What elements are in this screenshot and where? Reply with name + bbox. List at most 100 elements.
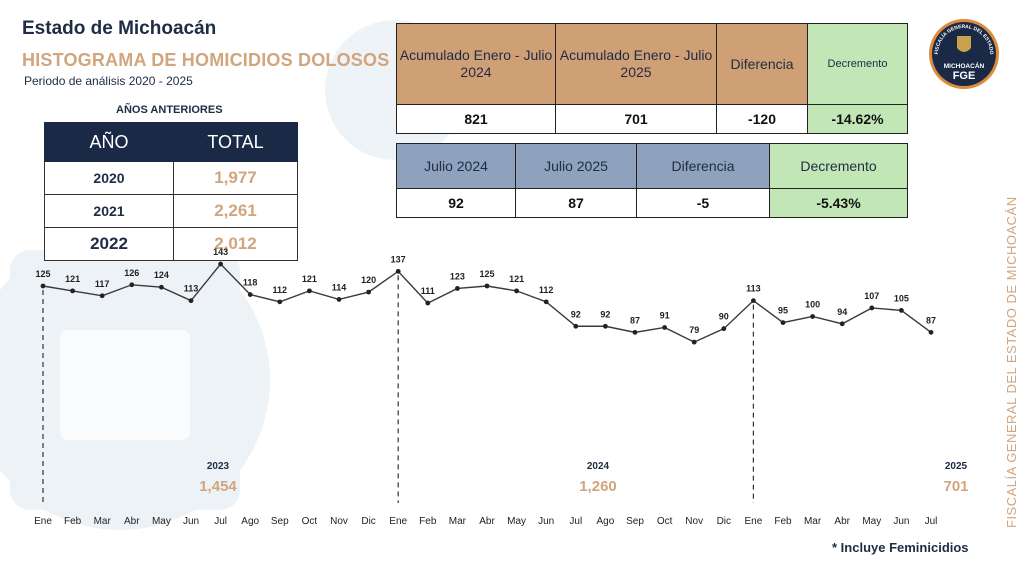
data-point — [307, 288, 312, 294]
month-tick-label: Nov — [685, 516, 703, 527]
data-label: 87 — [926, 315, 936, 325]
year-cell: 2020 — [44, 161, 174, 195]
jul-decrease-value: -5.43% — [769, 188, 908, 218]
total-cell: 1,977 — [173, 161, 298, 195]
total-cell: 2,261 — [173, 194, 298, 228]
data-label: 120 — [361, 275, 376, 285]
data-point — [70, 288, 75, 294]
month-tick-label: May — [507, 516, 526, 527]
data-label: 87 — [630, 315, 640, 325]
year-segment-total: 701 — [943, 478, 968, 495]
data-point — [247, 292, 253, 297]
data-label: 121 — [509, 274, 524, 284]
month-tick-label: Sep — [271, 516, 289, 527]
data-point — [751, 298, 756, 304]
data-label: 112 — [539, 285, 554, 295]
chart-subtitle: HISTOGRAMA DE HOMICIDIOS DOLOSOS — [22, 50, 390, 70]
data-label: 113 — [746, 284, 761, 294]
month-tick-label: Jun — [538, 516, 554, 527]
year-segment-label: 2023 — [207, 461, 230, 472]
table-row: 821 701 -120 -14.62% — [396, 104, 908, 134]
month-tick-label: Oct — [302, 516, 318, 527]
data-label: 105 — [894, 293, 909, 303]
data-label: 114 — [332, 282, 347, 292]
data-point — [99, 293, 105, 299]
data-label: 118 — [243, 278, 258, 288]
year-column-header: AÑO — [44, 122, 174, 162]
data-label: 91 — [660, 310, 670, 320]
year-cell: 2021 — [44, 194, 174, 228]
month-tick-label: Feb — [774, 516, 792, 527]
data-point — [159, 284, 164, 290]
table-row: 2022 2,012 — [44, 227, 298, 261]
total-column-header: TOTAL — [173, 122, 298, 162]
table-header-row: AÑO TOTAL — [44, 122, 298, 162]
data-point — [543, 299, 549, 305]
acc-decrease-value: -14.62% — [807, 104, 908, 134]
month-tick-label: Ago — [241, 516, 259, 527]
month-tick-label: Mar — [94, 516, 112, 527]
table-row: 92 87 -5 -5.43% — [396, 188, 908, 218]
month-tick-label: Abr — [834, 516, 850, 527]
data-point — [632, 329, 638, 335]
month-tick-label: Mar — [449, 516, 467, 527]
table-row: 2020 1,977 — [44, 161, 298, 195]
data-label: 125 — [479, 269, 494, 279]
year-cell: 2022 — [44, 227, 174, 261]
footnote: * Incluye Feminicidios — [832, 540, 969, 555]
data-label: 111 — [421, 286, 435, 296]
data-point — [780, 320, 786, 325]
month-tick-label: Jul — [569, 516, 582, 527]
acc-difference-value: -120 — [716, 104, 808, 134]
data-point — [810, 314, 815, 319]
data-point — [691, 339, 697, 345]
month-tick-label: Sep — [626, 516, 644, 527]
month-tick-label: Dic — [717, 516, 731, 527]
data-label: 123 — [450, 271, 465, 281]
data-point — [899, 308, 904, 313]
data-point — [336, 297, 342, 302]
previous-years-caption: AÑOS ANTERIORES — [116, 104, 223, 116]
data-point — [40, 283, 46, 289]
data-label: 112 — [273, 285, 288, 295]
data-label: 117 — [95, 279, 110, 289]
jul-2024-value: 92 — [396, 188, 516, 218]
year-segment-total: 1,260 — [579, 478, 617, 495]
month-tick-label: Nov — [330, 516, 348, 527]
month-tick-label: Abr — [479, 516, 495, 527]
data-label: 107 — [864, 291, 879, 301]
july-comparison-table: Julio 2024 Julio 2025 Diferencia Decreme… — [396, 143, 908, 218]
data-label: 137 — [391, 254, 406, 264]
total-cell: 2,012 — [173, 227, 298, 261]
data-label: 113 — [184, 284, 199, 294]
previous-years-table: AÑO TOTAL 2020 1,977 2021 2,261 2022 2,0… — [44, 122, 298, 261]
data-point — [277, 299, 283, 305]
data-label: 90 — [719, 312, 729, 322]
data-label: 143 — [213, 247, 228, 257]
table-row: 2021 2,261 — [44, 194, 298, 228]
data-label: 124 — [154, 270, 169, 280]
table-header-row: Julio 2024 Julio 2025 Diferencia Decreme… — [396, 143, 908, 189]
month-tick-label: May — [862, 516, 881, 527]
data-point — [603, 323, 608, 329]
data-point — [928, 329, 934, 335]
jul-2024-header: Julio 2024 — [396, 143, 516, 189]
data-label: 100 — [805, 300, 820, 310]
month-tick-label: Ago — [597, 516, 615, 527]
data-label: 92 — [571, 309, 581, 319]
year-segment-label: 2024 — [587, 461, 610, 472]
data-point — [839, 321, 845, 327]
month-tick-label: Ene — [34, 516, 52, 527]
month-tick-label: Jun — [893, 516, 909, 527]
month-tick-label: Feb — [419, 516, 437, 527]
analysis-period: Periodo de análisis 2020 - 2025 — [24, 74, 193, 88]
data-point — [188, 298, 194, 304]
data-label: 125 — [35, 269, 50, 279]
data-label: 121 — [65, 274, 80, 284]
data-label: 126 — [124, 268, 139, 278]
month-tick-label: Feb — [64, 516, 82, 527]
data-point — [218, 261, 224, 267]
jul-decrease-header: Decremento — [769, 143, 908, 189]
